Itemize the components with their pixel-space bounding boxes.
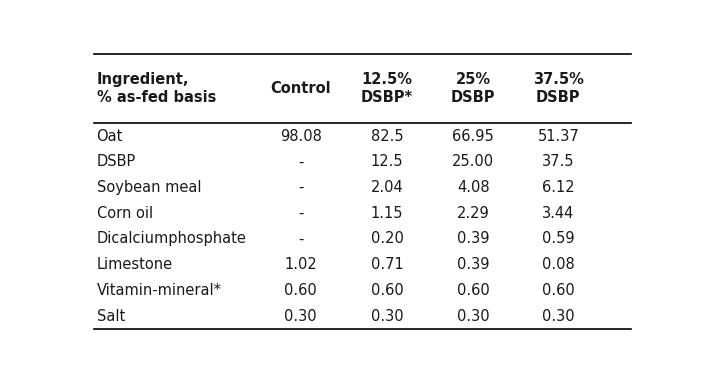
Text: 0.30: 0.30 (542, 308, 575, 323)
Text: 2.29: 2.29 (457, 206, 490, 221)
Text: 25.00: 25.00 (452, 154, 494, 169)
Text: 0.30: 0.30 (284, 308, 317, 323)
Text: 4.08: 4.08 (457, 180, 490, 195)
Text: Corn oil: Corn oil (97, 206, 153, 221)
Text: 66.95: 66.95 (452, 129, 494, 144)
Text: Soybean meal: Soybean meal (97, 180, 201, 195)
Text: Vitamin-mineral*: Vitamin-mineral* (97, 283, 221, 298)
Text: 51.37: 51.37 (537, 129, 579, 144)
Text: -: - (298, 180, 303, 195)
Text: 25%
DSBP: 25% DSBP (451, 72, 496, 105)
Text: DSBP: DSBP (97, 154, 136, 169)
Text: 0.08: 0.08 (542, 257, 575, 272)
Text: 0.30: 0.30 (457, 308, 490, 323)
Text: 0.39: 0.39 (457, 257, 489, 272)
Text: 0.59: 0.59 (542, 231, 575, 246)
Text: -: - (298, 206, 303, 221)
Text: 0.71: 0.71 (370, 257, 404, 272)
Text: 3.44: 3.44 (542, 206, 574, 221)
Text: Limestone: Limestone (97, 257, 173, 272)
Text: 1.02: 1.02 (284, 257, 317, 272)
Text: 1.15: 1.15 (370, 206, 403, 221)
Text: -: - (298, 154, 303, 169)
Text: 0.30: 0.30 (370, 308, 403, 323)
Text: Control: Control (270, 81, 331, 96)
Text: 0.39: 0.39 (457, 231, 489, 246)
Text: 82.5: 82.5 (370, 129, 403, 144)
Text: Ingredient,
% as-fed basis: Ingredient, % as-fed basis (97, 72, 216, 105)
Text: 0.60: 0.60 (370, 283, 404, 298)
Text: 37.5%
DSBP: 37.5% DSBP (533, 72, 584, 105)
Text: Salt: Salt (97, 308, 125, 323)
Text: 0.60: 0.60 (284, 283, 317, 298)
Text: 0.60: 0.60 (457, 283, 490, 298)
Text: 0.60: 0.60 (542, 283, 575, 298)
Text: Dicalciumphosphate: Dicalciumphosphate (97, 231, 247, 246)
Text: 98.08: 98.08 (280, 129, 322, 144)
Text: 2.04: 2.04 (370, 180, 404, 195)
Text: 12.5: 12.5 (370, 154, 403, 169)
Text: Oat: Oat (97, 129, 123, 144)
Text: 0.20: 0.20 (370, 231, 404, 246)
Text: -: - (298, 231, 303, 246)
Text: 37.5: 37.5 (542, 154, 575, 169)
Text: 6.12: 6.12 (542, 180, 575, 195)
Text: 12.5%
DSBP*: 12.5% DSBP* (361, 72, 413, 105)
